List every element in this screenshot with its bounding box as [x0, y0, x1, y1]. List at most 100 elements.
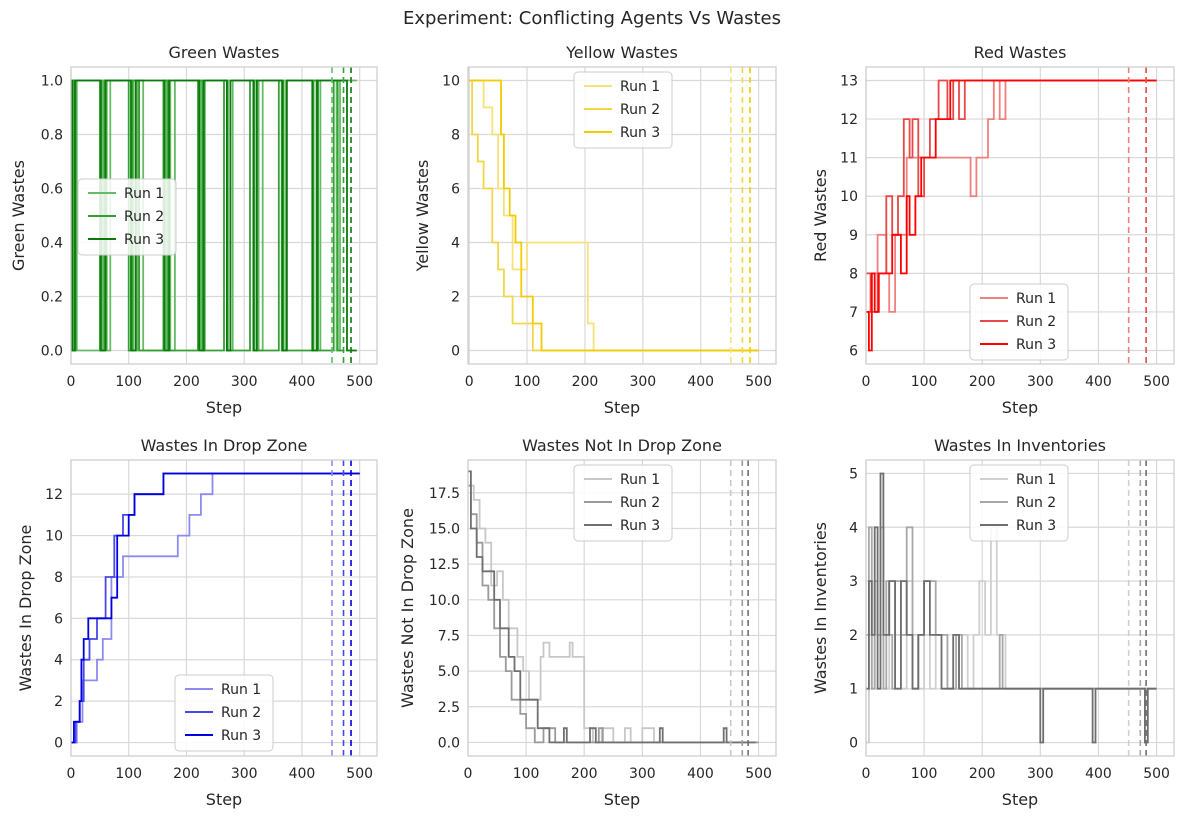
- legend: Run 1 Run 2 Run 3: [969, 283, 1069, 361]
- x-tick-label: 100: [513, 766, 540, 782]
- x-tick-label: 200: [173, 766, 200, 782]
- series-line-run-2: [71, 79, 344, 352]
- x-tick-label: 0: [67, 766, 76, 782]
- x-tick-label: 300: [1027, 374, 1054, 390]
- x-axis-label: Step: [206, 398, 242, 417]
- y-tick-label: 15.0: [429, 521, 460, 537]
- legend: Run 1 Run 2 Run 3: [77, 178, 177, 256]
- legend-box: [969, 464, 1069, 542]
- x-tick-label: 0: [464, 766, 473, 782]
- x-axis-label: Step: [1002, 398, 1038, 417]
- legend: Run 1 Run 2 Run 3: [174, 674, 274, 752]
- y-tick-label: 4: [451, 236, 460, 252]
- legend-label: Run 1: [1016, 472, 1056, 488]
- y-tick-label: 9: [849, 228, 858, 244]
- y-tick-label: 8: [451, 128, 460, 144]
- series-line-run-3: [71, 79, 357, 352]
- y-tick-label: 0: [54, 736, 63, 752]
- x-axis-label: Step: [206, 790, 242, 809]
- legend-label: Run 2: [620, 495, 660, 511]
- x-tick-label: 400: [687, 374, 714, 390]
- y-tick-label: 4: [54, 653, 63, 669]
- x-tick-label: 100: [115, 374, 142, 390]
- x-axis-label: Step: [604, 398, 640, 417]
- x-tick-label: 200: [572, 374, 599, 390]
- x-tick-label: 200: [969, 766, 996, 782]
- y-tick-label: 8: [54, 570, 63, 586]
- chart-title: Green Wastes: [169, 43, 280, 62]
- legend-box: [573, 71, 673, 149]
- chart-panel-6: 0 100 200 300 400 500 0 1 2 3 4 5 Wastes In Inventor…: [811, 436, 1175, 809]
- plot-frame: [467, 66, 777, 365]
- plot-frame: [865, 459, 1175, 757]
- legend: Run 1 Run 2 Run 3: [573, 464, 673, 542]
- x-axis-label: Step: [604, 790, 640, 809]
- y-tick-label: 12: [45, 487, 63, 503]
- chart-panel-4: 0 100 200 300 400 500 0 2 4 6 8 10 12 Wastes In Drop …: [16, 436, 378, 809]
- legend-label: Run 2: [1016, 495, 1056, 511]
- legend-label: Run 1: [124, 186, 164, 202]
- y-tick-label: 0.4: [41, 236, 63, 252]
- chart-title: Wastes In Drop Zone: [141, 436, 308, 455]
- x-tick-label: 500: [1143, 766, 1170, 782]
- legend-label: Run 2: [1016, 314, 1056, 330]
- y-tick-label: 2: [451, 290, 460, 306]
- x-tick-label: 400: [1085, 766, 1112, 782]
- figure-title: Experiment: Conflicting Agents Vs Wastes: [403, 8, 781, 29]
- chart-panel-2: 0 100 200 300 400 500 0 2 4 6 8 10 Yellow Wastes Step…: [413, 43, 777, 417]
- y-tick-label: 10: [840, 189, 858, 205]
- legend-label: Run 2: [620, 102, 660, 118]
- legend-box: [573, 464, 673, 542]
- legend-label: Run 1: [620, 79, 660, 95]
- legend: Run 1 Run 2 Run 3: [969, 464, 1069, 542]
- x-tick-label: 200: [969, 374, 996, 390]
- legend-label: Run 1: [1016, 291, 1056, 307]
- y-tick-label: 11: [840, 151, 858, 167]
- series-group: [71, 460, 360, 756]
- y-tick-label: 2.5: [438, 700, 460, 716]
- plot-frame: [865, 66, 1175, 365]
- series-group: [866, 67, 1157, 364]
- series-group: [468, 460, 759, 756]
- y-tick-label: 1.0: [41, 74, 63, 90]
- y-tick-label: 5: [849, 466, 858, 482]
- y-tick-label: 7: [849, 305, 858, 321]
- x-tick-label: 0: [67, 374, 76, 390]
- legend-label: Run 2: [221, 705, 261, 721]
- y-axis-label: Wastes Not In Drop Zone: [398, 508, 417, 708]
- series-line-run-3: [469, 79, 759, 352]
- legend-label: Run 1: [620, 472, 660, 488]
- y-tick-label: 0: [451, 344, 460, 360]
- plot-frame: [70, 66, 378, 365]
- x-tick-label: 500: [745, 374, 772, 390]
- series-line-run-3: [866, 79, 1157, 352]
- legend-label: Run 3: [221, 728, 261, 744]
- chart-title: Red Wastes: [974, 43, 1067, 62]
- y-tick-label: 3: [849, 574, 858, 590]
- x-tick-label: 400: [1085, 374, 1112, 390]
- legend-label: Run 3: [1016, 518, 1056, 534]
- legend: Run 1 Run 2 Run 3: [573, 71, 673, 149]
- series-group: [469, 67, 759, 364]
- x-tick-label: 300: [629, 766, 656, 782]
- y-axis-label: Red Wastes: [811, 169, 830, 262]
- y-tick-label: 10: [442, 74, 460, 90]
- y-tick-label: 13: [840, 74, 858, 90]
- y-tick-label: 0.6: [41, 182, 63, 198]
- legend-label: Run 3: [620, 125, 660, 141]
- legend-box: [174, 674, 274, 752]
- chart-title: Wastes Not In Drop Zone: [522, 436, 722, 455]
- x-tick-label: 0: [465, 374, 474, 390]
- y-tick-label: 0.0: [41, 344, 63, 360]
- y-tick-label: 4: [849, 520, 858, 536]
- y-tick-label: 12.5: [429, 557, 460, 573]
- y-axis-label: Yellow Wastes: [413, 160, 432, 273]
- legend-box: [77, 178, 177, 256]
- x-tick-label: 500: [346, 374, 373, 390]
- series-line-run-1: [468, 484, 759, 744]
- x-tick-label: 500: [346, 766, 373, 782]
- chart-title: Wastes In Inventories: [934, 436, 1106, 455]
- x-tick-label: 200: [173, 374, 200, 390]
- y-tick-label: 17.5: [429, 486, 460, 502]
